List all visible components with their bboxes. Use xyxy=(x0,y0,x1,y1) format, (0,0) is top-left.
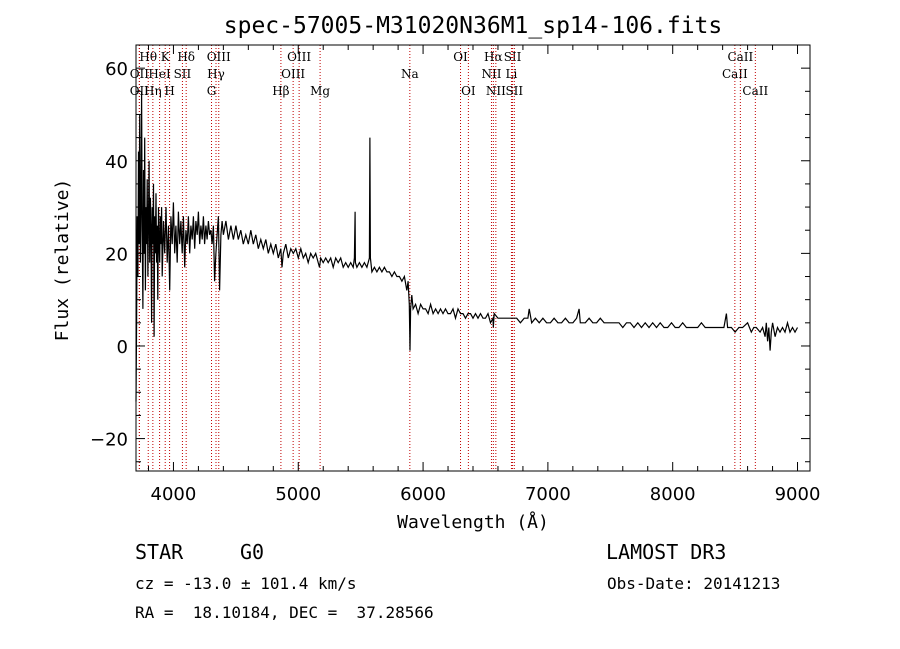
line-label-22: SII xyxy=(504,50,522,64)
line-label-18: OI xyxy=(461,84,476,98)
y-tick-label-2: 20 xyxy=(105,244,128,265)
line-label-25: CaII xyxy=(722,67,748,81)
line-label-23: Li xyxy=(506,67,518,81)
coordinates-text: RA = 18.10184, DEC = 37.28566 xyxy=(135,603,434,622)
line-label-3: Hη xyxy=(144,84,162,98)
line-label-27: CaII xyxy=(742,84,768,98)
spectral-line-markers: OIIHθOIIHηHeIKHSIIHδGHγOIIIHβOIIIOIIIMgN… xyxy=(130,45,768,471)
line-label-1: Hθ xyxy=(139,50,157,64)
object-class: STAR xyxy=(135,540,184,564)
survey-name: LAMOST DR3 xyxy=(606,540,727,564)
line-label-9: G xyxy=(207,84,217,98)
line-label-19: NII xyxy=(481,67,501,81)
y-tick-label-1: 0 xyxy=(117,337,128,358)
y-tick-label-4: 60 xyxy=(105,59,128,80)
redshift-text: cz = -13.0 ± 101.4 km/s xyxy=(135,574,357,593)
line-label-16: Na xyxy=(401,67,419,81)
line-label-20: Hα xyxy=(484,50,503,64)
y-axis-label: Flux (relative) xyxy=(52,179,73,342)
axis-ticks: 4000 5000 6000 7000 8000 9000 −20 0 20 40 60 xyxy=(90,44,821,505)
flux-series-line xyxy=(135,91,799,402)
line-label-14: OIII xyxy=(287,50,311,64)
line-label-10: Hγ xyxy=(207,67,225,81)
x-tick-label-5: 9000 xyxy=(775,484,821,505)
line-label-12: Hβ xyxy=(272,84,289,98)
line-label-24: SII xyxy=(505,84,523,98)
line-label-15: Mg xyxy=(310,84,330,98)
chart-title: spec-57005-M31020N36M1_sp14-106.fits xyxy=(224,13,723,39)
x-tick-label-4: 8000 xyxy=(650,484,696,505)
x-tick-label-3: 7000 xyxy=(525,484,571,505)
line-label-13: OIII xyxy=(281,67,305,81)
x-tick-label-0: 4000 xyxy=(151,484,197,505)
line-label-6: H xyxy=(164,84,174,98)
x-tick-label-2: 6000 xyxy=(400,484,446,505)
line-label-17: OI xyxy=(453,50,468,64)
line-label-5: K xyxy=(161,50,171,64)
line-label-21: NII xyxy=(486,84,506,98)
x-tick-label-1: 5000 xyxy=(275,484,321,505)
line-label-26: CaII xyxy=(727,50,753,64)
line-label-4: HeI xyxy=(148,67,171,81)
line-label-11: OIII xyxy=(207,50,231,64)
spectrum-chart: spec-57005-M31020N36M1_sp14-106.fits OII… xyxy=(52,13,821,533)
line-label-8: Hδ xyxy=(177,50,195,64)
y-tick-label-3: 40 xyxy=(105,152,128,173)
line-label-7: SII xyxy=(174,67,192,81)
obs-date-text: Obs-Date: 20141213 xyxy=(607,574,781,593)
object-subclass: G0 xyxy=(240,540,265,564)
line-label-2: OII xyxy=(130,67,150,81)
y-tick-label-0: −20 xyxy=(90,430,128,451)
x-axis-label: Wavelength (Å) xyxy=(397,511,549,533)
plot-frame xyxy=(135,44,811,472)
